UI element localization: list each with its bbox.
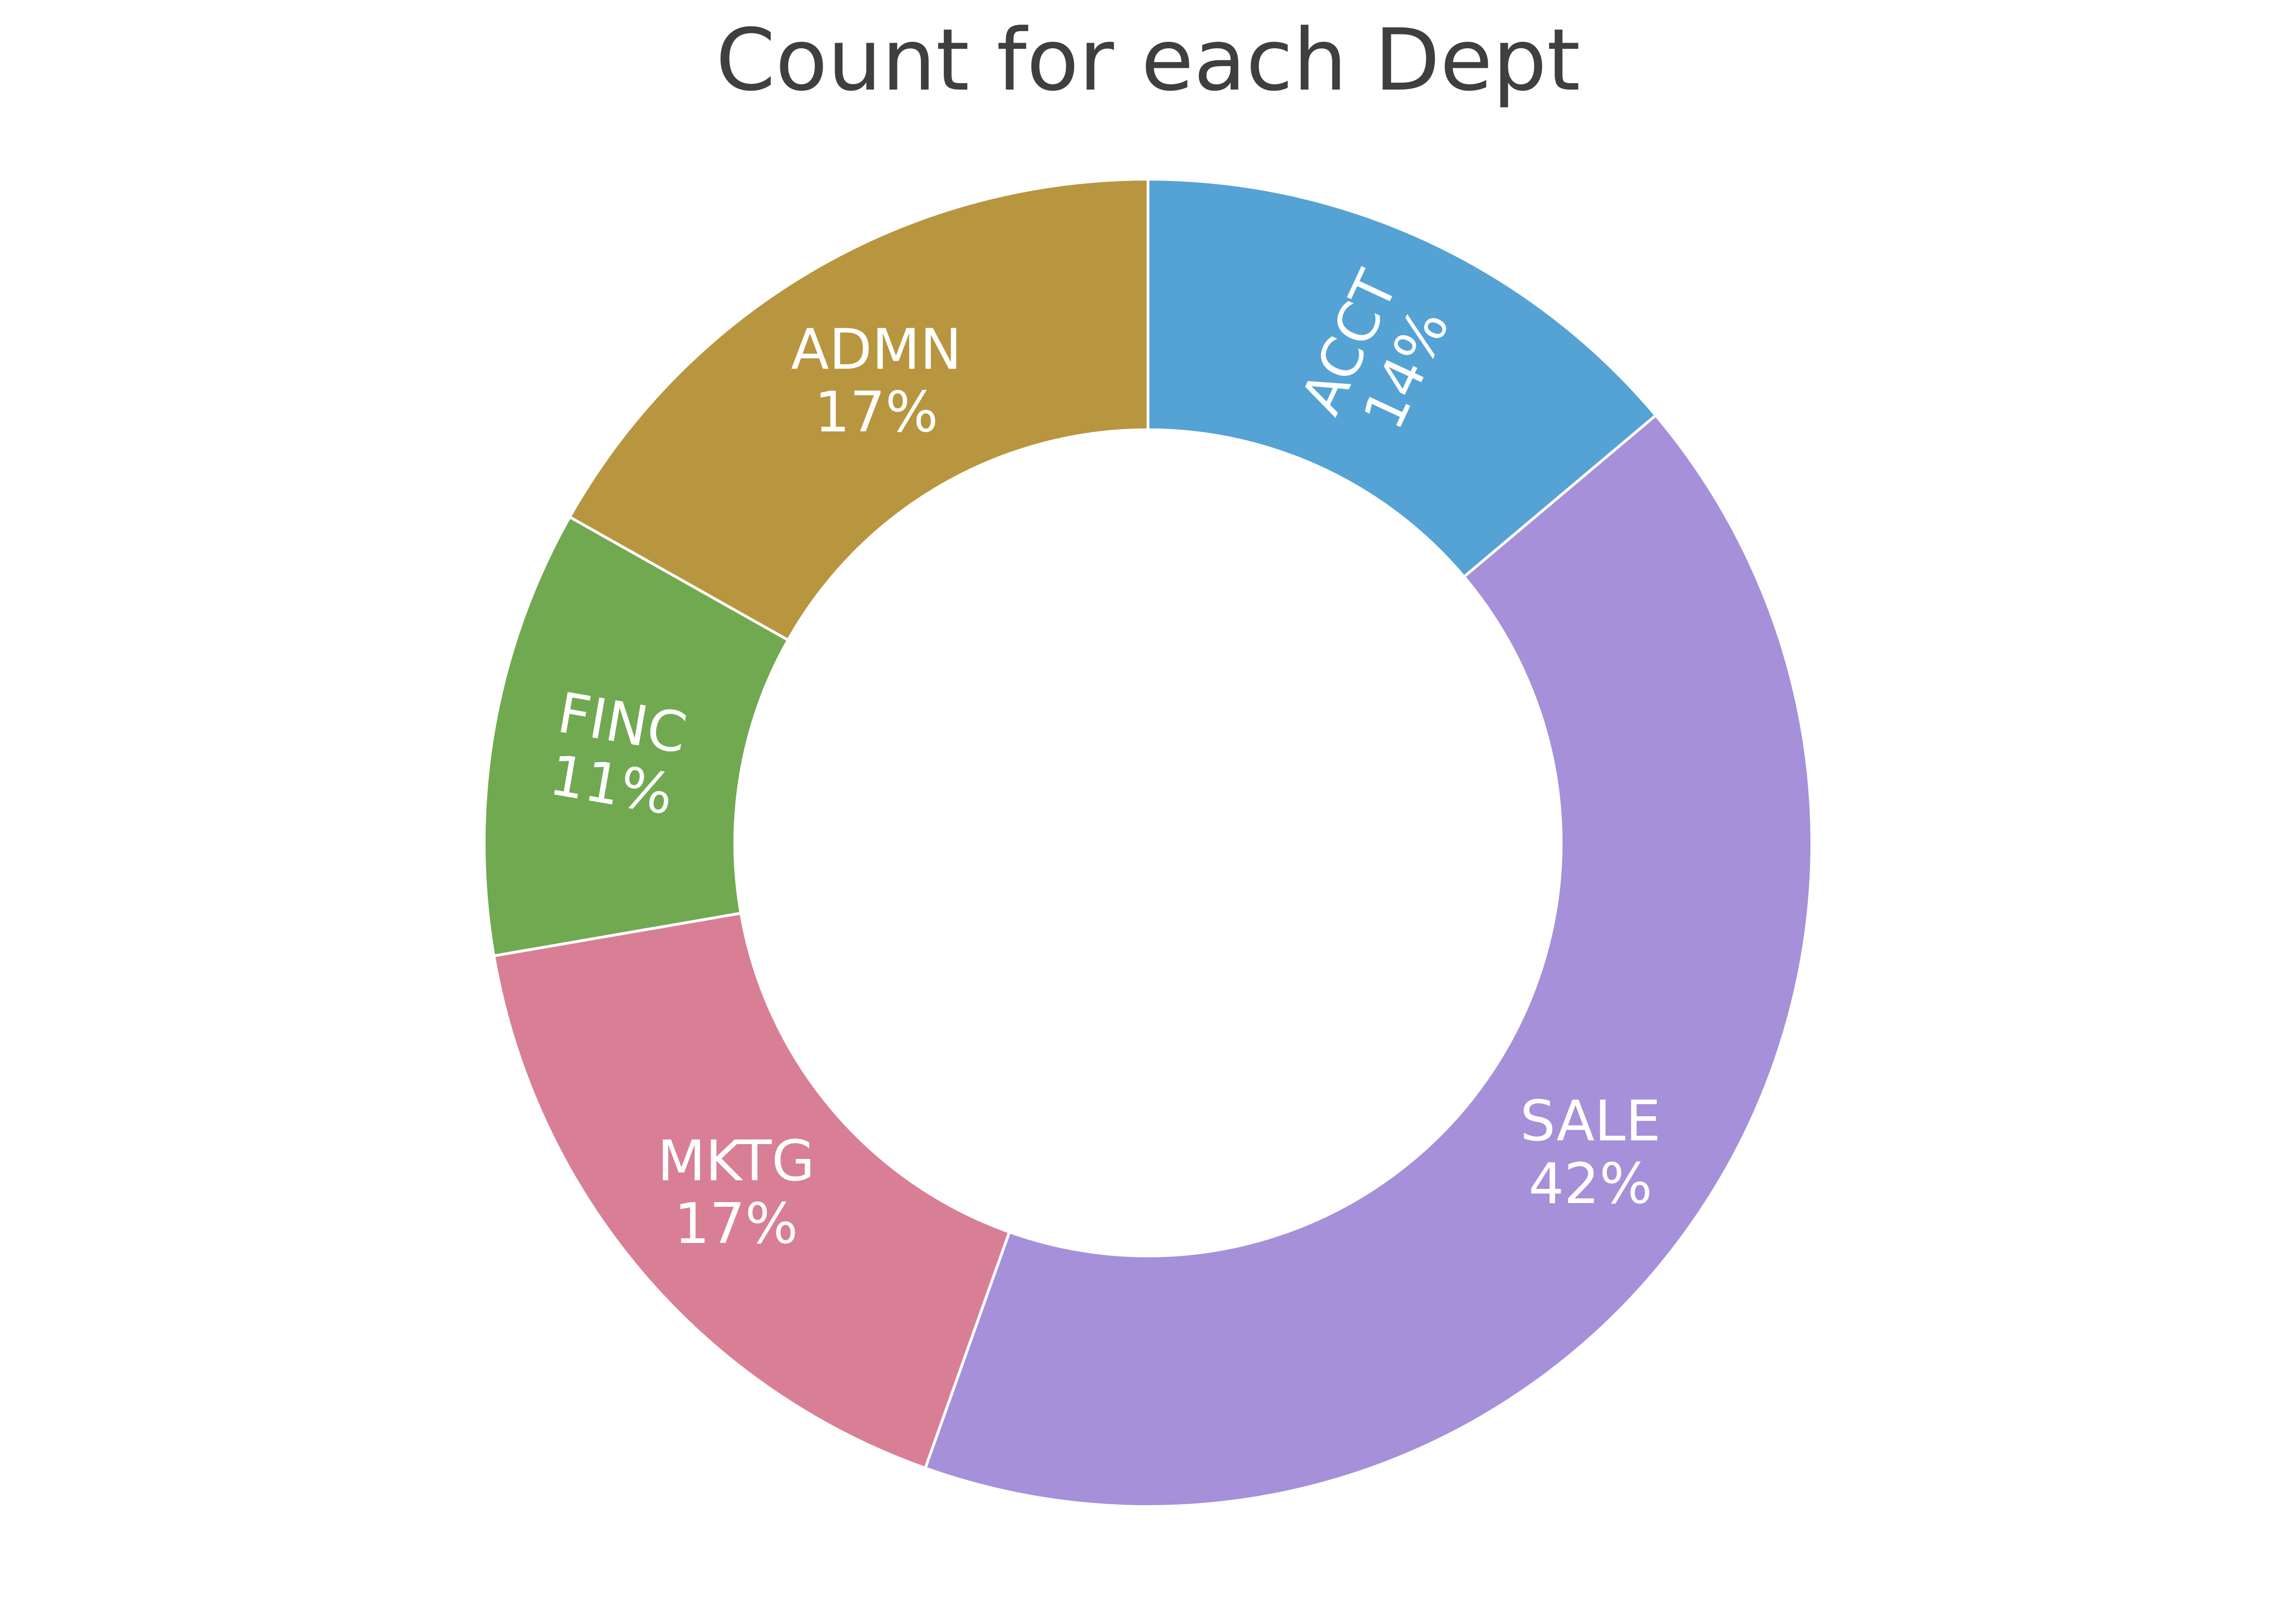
donut-slice-sale[interactable] (923, 413, 1813, 1508)
donut-slice-finc[interactable] (483, 515, 790, 958)
slice-percent-label: 42% (1529, 1152, 1653, 1216)
donut-slice-acct[interactable] (1147, 177, 1658, 579)
donut-slice-mktg[interactable] (492, 912, 1012, 1470)
donut-slice-admn[interactable] (568, 177, 1149, 642)
slice-category-label: MKTG (657, 1129, 815, 1194)
donut-slices (483, 177, 1813, 1508)
slice-category-label: ADMN (791, 317, 962, 382)
slice-percent-label: 17% (814, 380, 938, 445)
chart-title: Count for each Dept (715, 11, 1581, 110)
slice-percent-label: 17% (674, 1192, 798, 1256)
slice-category-label: SALE (1520, 1089, 1660, 1154)
